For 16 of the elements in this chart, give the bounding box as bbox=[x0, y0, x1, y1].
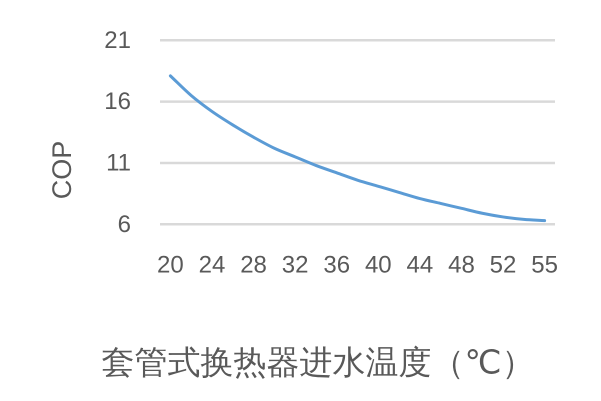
x-tick-label: 55 bbox=[531, 252, 558, 278]
x-tick-label: 28 bbox=[240, 252, 267, 278]
y-axis-title: COP bbox=[47, 140, 77, 200]
y-tick-label: 16 bbox=[104, 88, 131, 116]
x-axis-title: 套管式换热器进水温度（℃） bbox=[101, 344, 535, 380]
y-tick-label: 6 bbox=[118, 210, 131, 238]
x-tick-label: 48 bbox=[448, 252, 475, 278]
x-tick-label: 52 bbox=[490, 252, 516, 278]
x-tick-label: 24 bbox=[198, 252, 226, 278]
y-tick-label: 21 bbox=[104, 26, 131, 54]
x-tick-label: 44 bbox=[406, 252, 434, 278]
x-tick-label: 32 bbox=[282, 252, 308, 278]
x-tick-label: 40 bbox=[364, 252, 392, 278]
x-tick-label: 36 bbox=[323, 252, 350, 278]
x-tick-label: 20 bbox=[157, 252, 184, 278]
y-tick-label: 11 bbox=[106, 149, 131, 176]
